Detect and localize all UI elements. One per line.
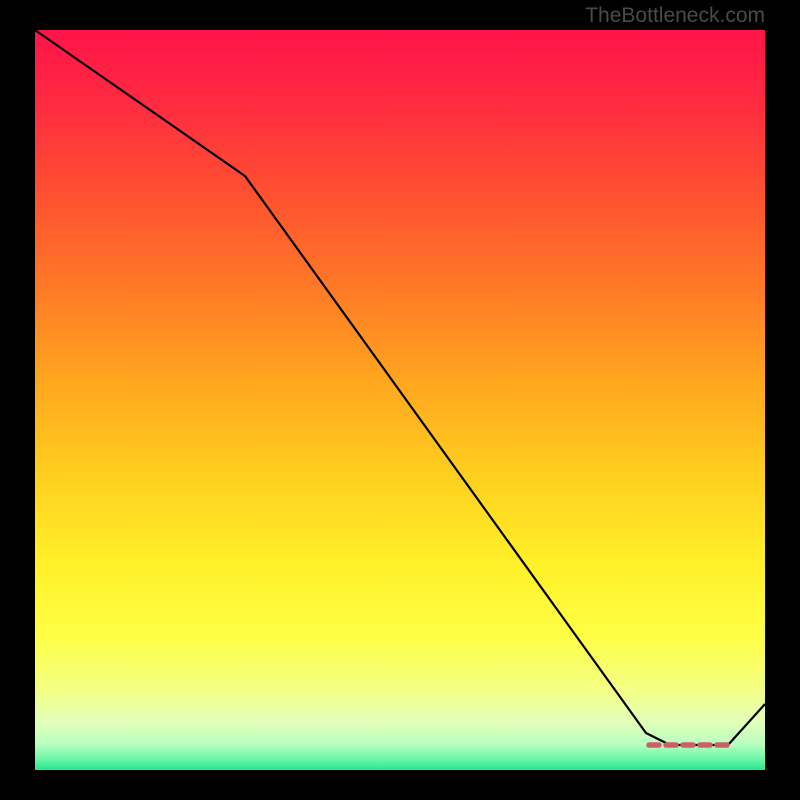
watermark-text: TheBottleneck.com <box>585 4 765 27</box>
bottleneck-chart: TheBottleneck.com <box>0 0 800 800</box>
plot-area <box>35 30 765 770</box>
